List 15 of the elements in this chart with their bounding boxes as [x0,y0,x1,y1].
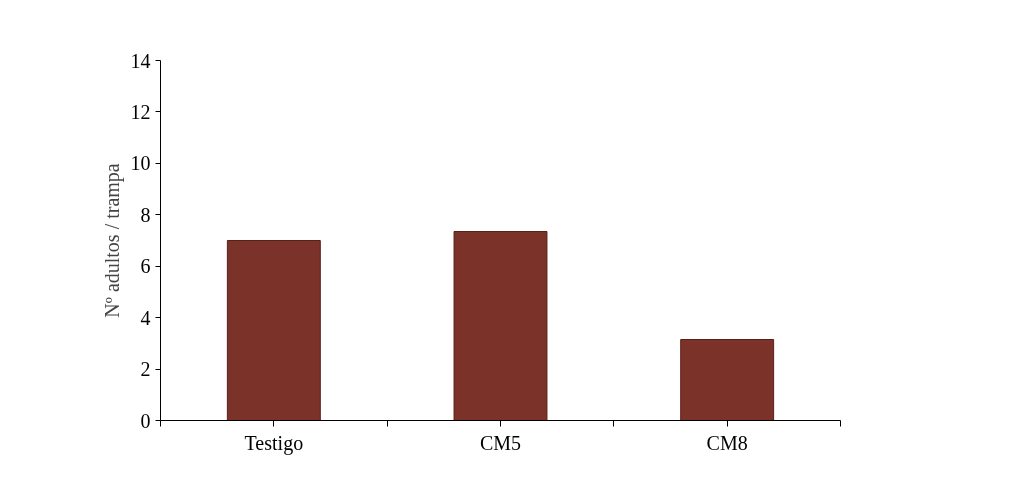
y-tick-label: 8 [140,203,151,226]
bar [680,339,775,421]
bar [453,231,548,421]
x-tick-label: CM5 [479,431,522,454]
y-tick-label: 12 [130,100,151,123]
y-tick-label: 0 [140,409,151,432]
y-tick-label: 10 [130,152,151,175]
x-tick-label: Testigo [244,431,304,455]
x-tick-label: CM8 [706,431,748,454]
y-tick-label: 4 [140,306,151,329]
y-tick-label: 6 [140,255,151,278]
y-tick-label: 2 [140,358,151,381]
y-tick-label: 14 [130,49,151,72]
bar [226,240,321,421]
y-axis-title: Nº adultos / trampa [100,163,124,318]
